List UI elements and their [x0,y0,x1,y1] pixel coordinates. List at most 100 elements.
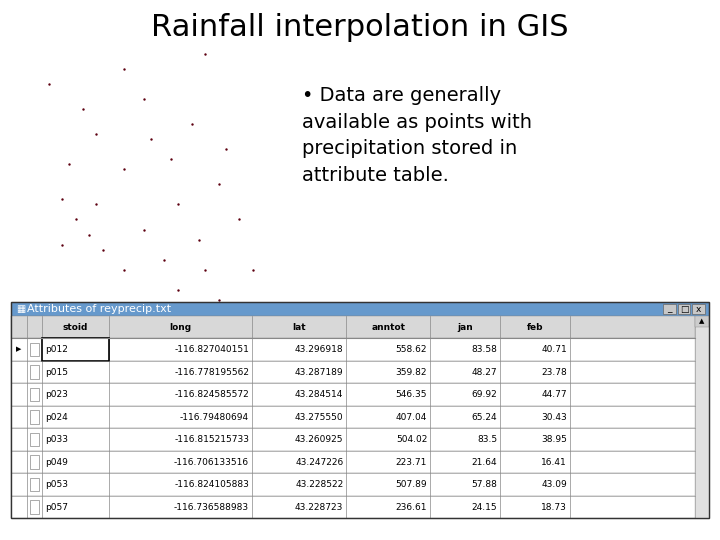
Point [138,95,150,104]
FancyBboxPatch shape [678,305,690,314]
Text: 507.89: 507.89 [395,480,427,489]
FancyBboxPatch shape [30,501,40,514]
Point [248,265,259,274]
Text: 558.62: 558.62 [396,345,427,354]
Point [63,160,75,168]
Point [118,165,130,174]
FancyBboxPatch shape [11,302,709,316]
FancyBboxPatch shape [30,410,40,424]
Text: 18.73: 18.73 [541,503,567,511]
Point [97,245,109,254]
Point [199,265,211,274]
Text: 43.296918: 43.296918 [294,345,343,354]
FancyBboxPatch shape [695,316,709,327]
Text: 546.35: 546.35 [396,390,427,399]
FancyBboxPatch shape [695,316,709,518]
Text: 43.275550: 43.275550 [294,413,343,422]
Text: p033: p033 [45,435,68,444]
Text: 40.71: 40.71 [541,345,567,354]
Text: □: □ [680,305,688,314]
Text: p024: p024 [45,413,68,422]
FancyBboxPatch shape [663,305,676,314]
Point [172,200,184,209]
Text: 24.15: 24.15 [472,503,497,511]
Text: ▦: ▦ [17,304,26,314]
FancyBboxPatch shape [11,496,695,518]
Point [42,80,54,89]
Point [166,155,177,164]
Text: feb: feb [526,322,543,332]
Text: • Data are generally
available as points with
precipitation stored in
attribute : • Data are generally available as points… [302,86,532,185]
Text: p049: p049 [45,457,68,467]
Text: 407.04: 407.04 [396,413,427,422]
Text: 43.287189: 43.287189 [294,368,343,376]
Text: 43.260925: 43.260925 [295,435,343,444]
Text: 21.64: 21.64 [472,457,497,467]
Text: 38.95: 38.95 [541,435,567,444]
Point [213,180,225,188]
Text: p057: p057 [45,503,68,511]
Text: 48.27: 48.27 [472,368,497,376]
FancyBboxPatch shape [30,343,40,356]
Text: Rainfall interpolation in GIS: Rainfall interpolation in GIS [151,14,569,43]
Text: lat: lat [292,322,306,332]
Text: p053: p053 [45,480,68,489]
FancyBboxPatch shape [30,366,40,379]
Text: 43.09: 43.09 [541,480,567,489]
FancyBboxPatch shape [11,361,695,383]
Text: 83.5: 83.5 [477,435,497,444]
Text: -116.706133516: -116.706133516 [174,457,249,467]
Text: -116.824105883: -116.824105883 [174,480,249,489]
Point [91,130,102,139]
Text: ▶: ▶ [16,347,22,353]
Text: 83.58: 83.58 [471,345,497,354]
Text: p012: p012 [45,345,68,354]
Text: 57.88: 57.88 [471,480,497,489]
FancyBboxPatch shape [11,383,695,406]
Text: 504.02: 504.02 [396,435,427,444]
FancyBboxPatch shape [42,338,109,361]
Point [145,135,156,144]
Text: 30.43: 30.43 [541,413,567,422]
Point [77,105,89,113]
Text: _: _ [667,305,672,314]
Text: 236.61: 236.61 [396,503,427,511]
FancyBboxPatch shape [30,433,40,447]
Text: 44.77: 44.77 [541,390,567,399]
Point [118,265,130,274]
Point [234,215,246,224]
Text: -116.778195562: -116.778195562 [174,368,249,376]
Text: 43.228723: 43.228723 [295,503,343,511]
Point [213,295,225,304]
Text: 16.41: 16.41 [541,457,567,467]
FancyBboxPatch shape [30,388,40,401]
Text: -116.815215733: -116.815215733 [174,435,249,444]
Text: 223.71: 223.71 [396,457,427,467]
Text: 65.24: 65.24 [472,413,497,422]
Text: 43.284514: 43.284514 [295,390,343,399]
Text: -116.79480694: -116.79480694 [180,413,249,422]
Point [172,285,184,294]
Text: 359.82: 359.82 [396,368,427,376]
FancyBboxPatch shape [11,338,695,361]
FancyBboxPatch shape [11,316,695,338]
Point [138,225,150,234]
Point [193,235,204,244]
Text: long: long [169,322,192,332]
Text: anntot: anntot [372,322,405,332]
Point [70,215,81,224]
Point [186,120,197,129]
FancyBboxPatch shape [11,406,695,428]
Text: ▲: ▲ [699,319,705,325]
Text: p023: p023 [45,390,68,399]
Point [118,65,130,73]
Point [56,240,68,249]
Text: 23.78: 23.78 [541,368,567,376]
Point [56,195,68,204]
Text: -116.736588983: -116.736588983 [174,503,249,511]
Text: x: x [696,305,701,314]
FancyBboxPatch shape [11,474,695,496]
Point [220,145,232,153]
FancyBboxPatch shape [692,305,705,314]
Text: p015: p015 [45,368,68,376]
